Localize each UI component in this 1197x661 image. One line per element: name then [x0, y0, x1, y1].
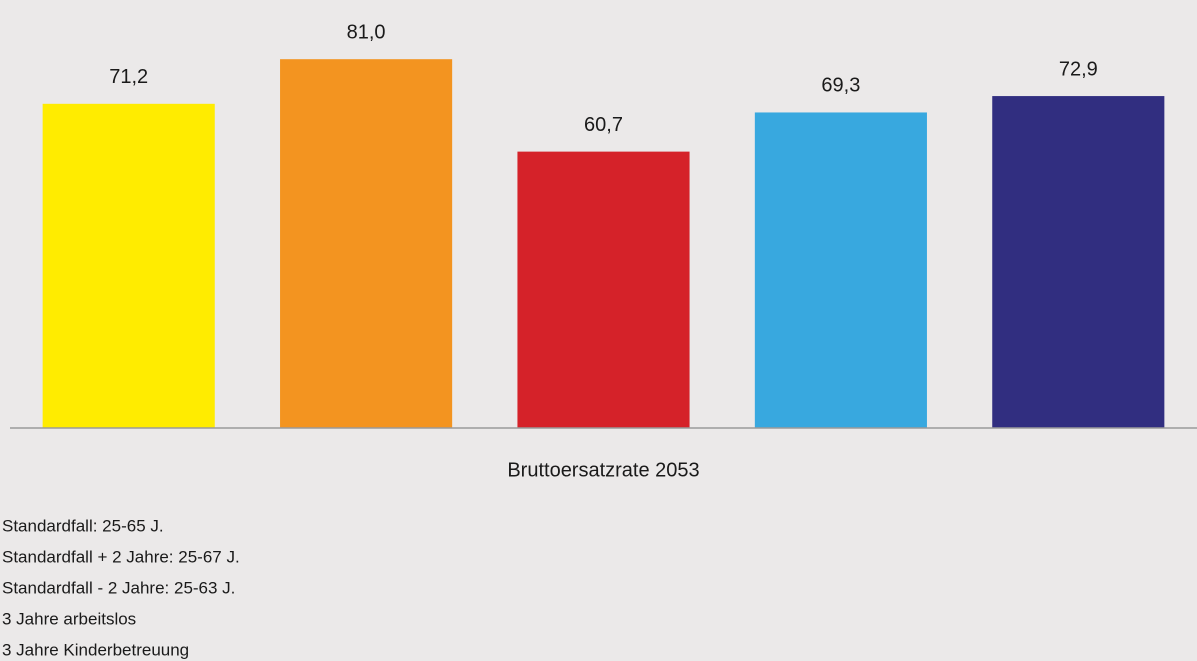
legend-entry: Standardfall + 2 Jahre: 25-67 J. [2, 547, 240, 566]
legend-entry: Standardfall - 2 Jahre: 25-63 J. [2, 578, 235, 597]
value-label: 72,9 [1059, 58, 1098, 80]
value-label: 60,7 [584, 114, 623, 136]
value-label: 81,0 [347, 21, 386, 43]
bar [754, 112, 927, 428]
value-label: 71,2 [109, 66, 148, 88]
legend-entry: 3 Jahre arbeitslos [2, 609, 136, 628]
bar [517, 151, 690, 428]
bar [42, 103, 215, 428]
bar [280, 59, 453, 428]
bar [992, 96, 1165, 429]
legend-entry: Standardfall: 25-65 J. [2, 516, 164, 535]
value-label: 69,3 [821, 75, 860, 97]
category-label: Bruttoersatzrate 2053 [507, 459, 699, 481]
legend-entry: 3 Jahre Kinderbetreuung [2, 640, 189, 659]
